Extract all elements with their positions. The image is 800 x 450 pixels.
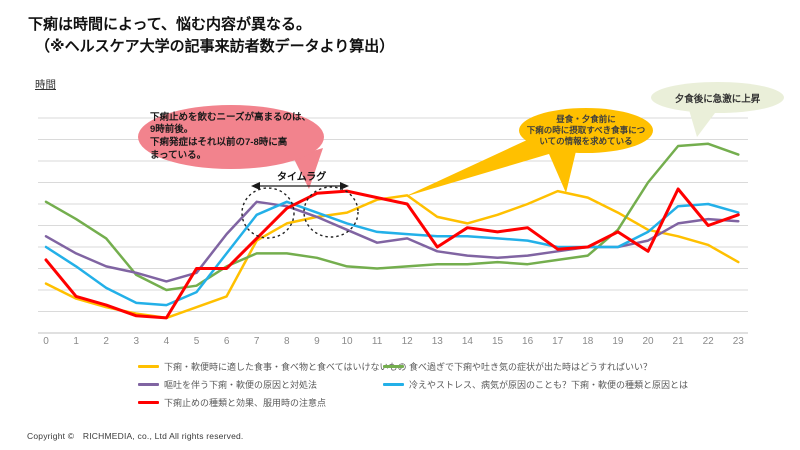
pink-callout-line: 下痢発症はそれ以前の7-8時に高 [150, 137, 288, 148]
title-line-1: 下痢は時間によって、悩む内容が異なる。 [28, 16, 312, 33]
x-tick-label-1: 1 [73, 336, 79, 347]
x-tick-label-2: 2 [103, 336, 109, 347]
legend-label: 食べ過ぎで下痢や吐き気の症状が出た時はどうすればいい？ [409, 361, 653, 372]
x-tick-label-13: 13 [431, 336, 443, 347]
legend-marker-icon [383, 382, 404, 386]
legend-item-3: 冷えやストレス、病気が原因のことも？下痢・軟便の種類と原因とは [383, 375, 688, 393]
yellow-callout-tail-long [404, 140, 559, 197]
x-tick-label-15: 15 [491, 336, 504, 347]
x-tick-label-18: 18 [582, 336, 594, 347]
x-tick-label-22: 22 [702, 336, 714, 347]
yellow-callout-tail-down [546, 147, 577, 193]
series-line-1 [44, 142, 740, 292]
legend-item-0: 下痢・軟便時に適した食事・食べ物と食べてはいけないもの [138, 357, 406, 375]
legend-label: 下痢止めの種類と効果、服用時の注意点 [164, 397, 327, 408]
dotted-circle-9-10h [303, 186, 359, 238]
pink-callout-line: まっている。 [150, 149, 207, 161]
yellow-callout-line: 下痢の時に摂取すべき食事につ [526, 124, 646, 135]
legend-item-1: 食べ過ぎで下痢や吐き気の症状が出た時はどうすればいい？ [383, 357, 688, 375]
legend-label: 嘔吐を伴う下痢・軟便の原因と対処法 [164, 379, 318, 390]
x-tick-label-23: 23 [732, 336, 744, 347]
copyright-text: Copyright © RICHMEDIA, co., Ltd All righ… [27, 431, 244, 441]
x-tick-label-11: 11 [371, 336, 383, 347]
legend-label: 下痢・軟便時に適した食事・食べ物と食べてはいけないもの [164, 361, 407, 372]
series-line-0 [44, 189, 740, 320]
dotted-circle-7-8h [241, 187, 295, 239]
pink-callout-line: 下痢止めを飲むニーズが高まるのは、 [150, 111, 312, 123]
x-tick-label-12: 12 [401, 336, 413, 347]
axis-title-time: 時間 [35, 79, 56, 91]
legend-item-4: 下痢止めの種類と効果、服用時の注意点 [138, 393, 406, 411]
x-tick-label-14: 14 [461, 336, 473, 347]
green-callout-bubble: 夕食後に急激に上昇 [651, 82, 784, 113]
x-tick-label-7: 7 [253, 336, 260, 347]
legend-marker-icon [383, 364, 404, 368]
pink-callout-line: 9時前後。 [150, 124, 194, 136]
pink-callout-bubble: 下痢止めを飲むニーズが高まるのは、 9時前後。 下痢発症はそれ以前の7-8時に高… [138, 105, 324, 169]
timelag-arrowhead-left [251, 182, 260, 190]
x-tick-label-10: 10 [341, 336, 353, 347]
series-line-3 [44, 200, 740, 307]
x-tick-label-5: 5 [193, 336, 200, 347]
legend-marker-icon [138, 364, 159, 368]
x-tick-label-21: 21 [672, 336, 684, 347]
series-line-2 [44, 200, 740, 283]
x-tick-label-8: 8 [284, 336, 290, 347]
x-tick-label-4: 4 [163, 336, 170, 347]
x-tick-label-9: 9 [314, 336, 320, 347]
legend-marker-icon [138, 400, 159, 404]
legend-label: 冷えやストレス、病気が原因のことも？下痢・軟便の種類と原因とは [409, 379, 689, 390]
timelag-label: タイムラグ [277, 172, 327, 183]
x-tick-label-6: 6 [223, 336, 230, 347]
legend-column-left: 下痢・軟便時に適した食事・食べ物と食べてはいけないもの 嘔吐を伴う下痢・軟便の原因… [138, 357, 406, 411]
x-tick-label-19: 19 [612, 336, 624, 347]
x-tick-label-3: 3 [133, 336, 140, 347]
yellow-callout-line: いての情報を求めている [539, 136, 633, 147]
legend-column-right: 食べ過ぎで下痢や吐き気の症状が出た時はどうすればいい？ 冷えやストレス、病気が原因… [383, 357, 688, 393]
legend-item-2: 嘔吐を伴う下痢・軟便の原因と対処法 [138, 375, 406, 393]
legend-marker-icon [138, 382, 159, 386]
title-line-2: （※ヘルスケア大学の記事来訪者数データより算出） [35, 37, 395, 55]
x-tick-label-20: 20 [642, 336, 654, 347]
series-line-4 [44, 187, 740, 320]
yellow-callout-bubble: 昼食・夕食前に 下痢の時に摂取すべき食事につ いての情報を求めている [519, 108, 653, 153]
yellow-callout-line: 昼食・夕食前に [556, 113, 616, 124]
x-tick-label-16: 16 [522, 336, 534, 347]
timelag-arrowhead-right [340, 182, 349, 190]
green-callout-text: 夕食後に急激に上昇 [674, 93, 761, 105]
x-tick-label-0: 0 [43, 336, 49, 347]
x-tick-label-17: 17 [552, 336, 564, 347]
page-title: 下痢は時間によって、悩む内容が異なる。 （※ヘルスケア大学の記事来訪者数データよ… [28, 14, 394, 58]
